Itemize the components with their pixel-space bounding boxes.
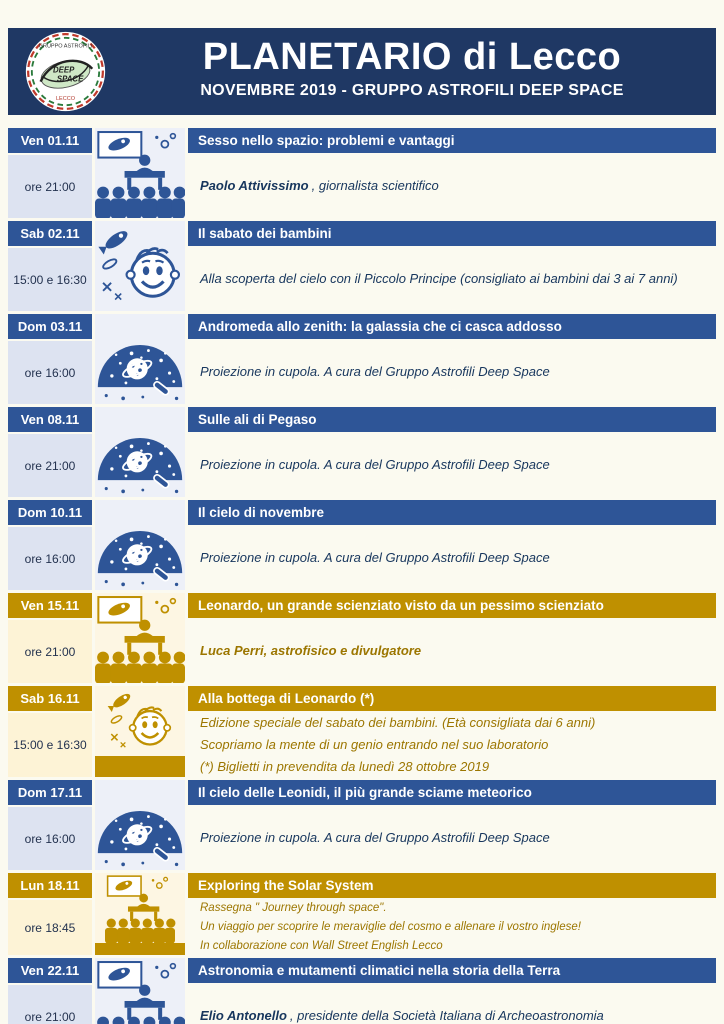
event-time: ore 18:45 — [8, 900, 92, 955]
event-title: Alla bottega di Leonardo (*) — [188, 686, 716, 711]
event-description: Paolo Attivissimo, giornalista scientifi… — [188, 153, 716, 218]
event-time: ore 21:00 — [8, 620, 92, 683]
logo-line3: LECCO — [56, 96, 76, 102]
event-date: Ven 15.11 — [8, 593, 92, 618]
event-time: ore 21:00 — [8, 434, 92, 497]
event-title: Andromeda allo zenith: la galassia che c… — [188, 314, 716, 339]
event-date: Sab 16.11 — [8, 686, 92, 711]
event-description-line: Paolo Attivissimo, giornalista scientifi… — [200, 178, 439, 193]
event-description-line: Proiezione in cupola. A cura del Gruppo … — [200, 550, 550, 565]
event-title: Astronomia e mutamenti climatici nella s… — [188, 958, 716, 983]
event-icon-cell — [95, 407, 185, 497]
dome-icon — [95, 780, 185, 870]
dome-icon — [95, 500, 185, 590]
event-icon-cell — [95, 128, 185, 218]
deep-space-logo: GRUPPO ASTROFILI DEEP SPACE LECCO — [24, 30, 107, 113]
event-description-line: Proiezione in cupola. A cura del Gruppo … — [200, 364, 550, 379]
event-time: 15:00 e 16:30 — [8, 713, 92, 777]
event-date: Ven 01.11 — [8, 128, 92, 153]
event-icon-cell — [95, 314, 185, 404]
event-title: Exploring the Solar System — [188, 873, 716, 898]
event-description-line: Edizione speciale del sabato dei bambini… — [200, 714, 596, 730]
event-row: Lun 18.11 ore 18:45 Exploring the Solar … — [8, 873, 716, 955]
event-time: ore 21:00 — [8, 155, 92, 218]
event-date: Lun 18.11 — [8, 873, 92, 898]
dome-icon — [95, 407, 185, 497]
event-description: Proiezione in cupola. A cura del Gruppo … — [188, 432, 716, 497]
event-description: Proiezione in cupola. A cura del Gruppo … — [188, 805, 716, 870]
event-description: Edizione speciale del sabato dei bambini… — [188, 711, 716, 777]
lecture-icon — [95, 128, 185, 218]
event-title: Sulle ali di Pegaso — [188, 407, 716, 432]
event-icon-cell — [95, 500, 185, 590]
event-date: Dom 17.11 — [8, 780, 92, 805]
event-date: Sab 02.11 — [8, 221, 92, 246]
lecture-icon — [95, 958, 185, 1024]
event-row: Sab 16.11 15:00 e 16:30 Alla bottega di … — [8, 686, 716, 777]
event-description: Rassegna " Journey through space". Un via… — [188, 898, 716, 955]
logo-line1: GRUPPO ASTROFILI — [39, 44, 93, 50]
event-icon-cell — [95, 780, 185, 870]
event-description-line: In collaborazione con Wall Street Englis… — [200, 939, 443, 952]
event-title: Leonardo, un grande scienziato visto da … — [188, 593, 716, 618]
event-row: Ven 22.11 ore 21:00 Astronomia e mutamen… — [8, 958, 716, 1024]
event-row: Dom 17.11 ore 16:00 Il cielo delle Leoni… — [8, 780, 716, 870]
kids-icon — [95, 686, 185, 756]
event-title: Il cielo delle Leonidi, il più grande sc… — [188, 780, 716, 805]
event-row: Dom 03.11 ore 16:00 Andromeda allo zenit… — [8, 314, 716, 404]
event-row: Dom 10.11 ore 16:00 Il cielo di novembre… — [8, 500, 716, 590]
logo-line2-word1: DEEP — [53, 65, 75, 74]
event-row: Ven 08.11 ore 21:00 Sulle ali di Pegaso … — [8, 407, 716, 497]
event-icon-cell — [95, 593, 185, 683]
event-icon-cell — [95, 873, 185, 955]
event-date: Ven 08.11 — [8, 407, 92, 432]
event-icon-cell — [95, 221, 185, 311]
kids-icon — [95, 221, 185, 311]
event-description: Alla scoperta del cielo con il Piccolo P… — [188, 246, 716, 311]
event-time: ore 21:00 — [8, 985, 92, 1024]
page-subtitle: NOVEMBRE 2019 - GRUPPO ASTROFILI DEEP SP… — [200, 82, 624, 99]
event-description-line: Scopriamo la mente di un genio entrando … — [200, 736, 549, 752]
header: GRUPPO ASTROFILI DEEP SPACE LECCO PLANET… — [8, 28, 716, 115]
event-row: Ven 15.11 ore 21:00 Leonardo, un grande … — [8, 593, 716, 683]
event-icon-cell — [95, 686, 185, 777]
event-title: Il cielo di novembre — [188, 500, 716, 525]
event-description-line: (*) Biglietti in prevendita da lunedì 28… — [200, 758, 490, 774]
event-row: Sab 02.11 15:00 e 16:30 Il sabato dei ba… — [8, 221, 716, 311]
event-date: Dom 10.11 — [8, 500, 92, 525]
event-time: ore 16:00 — [8, 527, 92, 590]
event-description: Proiezione in cupola. A cura del Gruppo … — [188, 525, 716, 590]
event-description: Luca Perri, astrofisico e divulgatore — [188, 618, 716, 683]
dome-icon — [95, 314, 185, 404]
lecture-icon — [95, 593, 185, 683]
event-icon-cell — [95, 958, 185, 1024]
event-row: Ven 01.11 ore 21:00 Sesso nello spazio: … — [8, 128, 716, 218]
event-description-line: Rassegna " Journey through space". — [200, 901, 387, 914]
event-time: ore 16:00 — [8, 341, 92, 404]
event-time: ore 16:00 — [8, 807, 92, 870]
event-description-line: Luca Perri, astrofisico e divulgatore — [200, 643, 422, 658]
event-description: Proiezione in cupola. A cura del Gruppo … — [188, 339, 716, 404]
event-description-line: Un viaggio per scoprire le meraviglie de… — [200, 920, 581, 933]
event-description: Elio Antonello, presidente della Società… — [188, 983, 716, 1024]
event-description-line: Proiezione in cupola. A cura del Gruppo … — [200, 830, 550, 845]
event-description-line: Proiezione in cupola. A cura del Gruppo … — [200, 457, 550, 472]
events-table: Ven 01.11 ore 21:00 Sesso nello spazio: … — [8, 128, 716, 1024]
event-description-line: Alla scoperta del cielo con il Piccolo P… — [200, 271, 678, 286]
event-description-line: Elio Antonello, presidente della Società… — [200, 1008, 604, 1023]
logo-line2-word2: SPACE — [57, 75, 84, 84]
event-date: Dom 03.11 — [8, 314, 92, 339]
page-title: PLANETARIO di Lecco — [202, 36, 622, 78]
lecture-icon — [95, 873, 185, 943]
event-time: 15:00 e 16:30 — [8, 248, 92, 311]
event-title: Sesso nello spazio: problemi e vantaggi — [188, 128, 716, 153]
event-date: Ven 22.11 — [8, 958, 92, 983]
event-title: Il sabato dei bambini — [188, 221, 716, 246]
